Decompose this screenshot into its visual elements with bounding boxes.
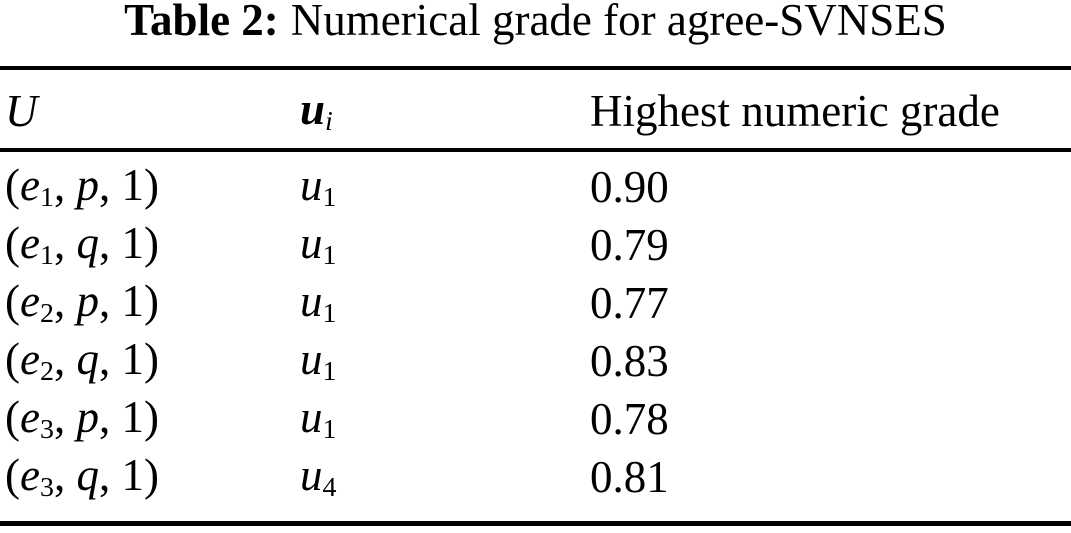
table-caption-text: Numerical grade for agree-SVNSES xyxy=(290,0,947,45)
table-top-rule xyxy=(0,66,1071,70)
table-caption: Table 2: Numerical grade for agree-SVNSES xyxy=(0,0,1071,48)
tuple-var: e xyxy=(20,160,40,211)
ui-subscript: 1 xyxy=(322,414,337,446)
tuple-var: e xyxy=(20,334,40,385)
ui-cell: u4 xyxy=(300,449,590,504)
tuple-attr: q xyxy=(76,334,99,385)
grade-value: 0.77 xyxy=(590,278,669,328)
tuple-tail: , 1) xyxy=(98,218,159,269)
table-bottom-rule xyxy=(0,521,1071,526)
header-cell-u: U xyxy=(0,85,300,137)
tuple-cell: (e1, q, 1) xyxy=(0,217,300,272)
ui-subscript: 1 xyxy=(322,356,337,388)
tuple-var: e xyxy=(20,218,40,269)
grade-cell: 0.77 xyxy=(590,277,1071,329)
ui-cell: u1 xyxy=(300,217,590,272)
ui-var: u xyxy=(300,160,323,211)
table-caption-label: Table 2: xyxy=(124,0,279,45)
tuple-tail: , 1) xyxy=(98,450,159,501)
header-grade-label: Highest numeric grade xyxy=(590,86,1000,136)
tuple-separator: , xyxy=(53,160,77,211)
table-body: (e1, p, 1) u1 0.90 (e1, q, 1) u1 0.79 (e… xyxy=(0,158,1071,506)
grade-cell: 0.81 xyxy=(590,451,1071,503)
table-row: (e2, q, 1) u1 0.83 xyxy=(0,332,1071,390)
ui-var: u xyxy=(300,450,323,501)
tuple-var: e xyxy=(20,392,40,443)
tuple-separator: , xyxy=(53,392,77,443)
header-cell-ui: ui xyxy=(300,83,590,138)
tuple-separator: , xyxy=(53,334,77,385)
tuple-var-subscript: 2 xyxy=(39,298,54,330)
tuple-attr: p xyxy=(76,160,99,211)
tuple-separator: , xyxy=(53,450,77,501)
table-header-row: U ui Highest numeric grade xyxy=(0,70,1071,148)
tuple-var: e xyxy=(20,276,40,327)
grade-cell: 0.83 xyxy=(590,335,1071,387)
header-cell-grade: Highest numeric grade xyxy=(590,85,1071,137)
tuple-tail: , 1) xyxy=(98,276,159,327)
table-header-rule xyxy=(0,148,1071,152)
ui-cell: u1 xyxy=(300,159,590,214)
tuple-tail: , 1) xyxy=(98,392,159,443)
ui-subscript: 1 xyxy=(322,298,337,330)
tuple-var-subscript: 1 xyxy=(39,240,54,272)
tuple-var: e xyxy=(20,450,40,501)
grade-cell: 0.79 xyxy=(590,219,1071,271)
tuple-cell: (e1, p, 1) xyxy=(0,159,300,214)
table-row: (e2, p, 1) u1 0.77 xyxy=(0,274,1071,332)
grade-cell: 0.90 xyxy=(590,161,1071,213)
table-row: (e1, p, 1) u1 0.90 xyxy=(0,158,1071,216)
tuple-open-paren: ( xyxy=(5,276,20,327)
tuple-tail: , 1) xyxy=(98,160,159,211)
ui-var: u xyxy=(300,276,323,327)
grade-value: 0.90 xyxy=(590,162,669,212)
tuple-open-paren: ( xyxy=(5,392,20,443)
tuple-var-subscript: 3 xyxy=(39,472,54,504)
table-row: (e1, q, 1) u1 0.79 xyxy=(0,216,1071,274)
tuple-attr: p xyxy=(76,392,99,443)
tuple-separator: , xyxy=(53,218,77,269)
tuple-open-paren: ( xyxy=(5,450,20,501)
table-row: (e3, q, 1) u4 0.81 xyxy=(0,448,1071,506)
ui-var: u xyxy=(300,334,323,385)
ui-cell: u1 xyxy=(300,333,590,388)
tuple-var-subscript: 2 xyxy=(39,356,54,388)
tuple-cell: (e2, q, 1) xyxy=(0,333,300,388)
table-row: (e3, p, 1) u1 0.78 xyxy=(0,390,1071,448)
ui-cell: u1 xyxy=(300,275,590,330)
ui-var: u xyxy=(300,392,323,443)
grade-value: 0.83 xyxy=(590,336,669,386)
tuple-open-paren: ( xyxy=(5,160,20,211)
grade-cell: 0.78 xyxy=(590,393,1071,445)
tuple-var-subscript: 1 xyxy=(39,182,54,214)
grade-value: 0.79 xyxy=(590,220,669,270)
tuple-separator: , xyxy=(53,276,77,327)
header-ui-subscript: i xyxy=(325,106,333,138)
tuple-attr: p xyxy=(76,276,99,327)
tuple-open-paren: ( xyxy=(5,218,20,269)
header-ui-var: u xyxy=(300,84,326,135)
ui-subscript: 4 xyxy=(322,472,337,504)
tuple-attr: q xyxy=(76,450,99,501)
grade-value: 0.81 xyxy=(590,452,669,502)
header-u-label: U xyxy=(5,86,38,136)
tuple-open-paren: ( xyxy=(5,334,20,385)
tuple-attr: q xyxy=(76,218,99,269)
tuple-cell: (e3, q, 1) xyxy=(0,449,300,504)
tuple-var-subscript: 3 xyxy=(39,414,54,446)
tuple-tail: , 1) xyxy=(98,334,159,385)
ui-subscript: 1 xyxy=(322,182,337,214)
tuple-cell: (e3, p, 1) xyxy=(0,391,300,446)
tuple-cell: (e2, p, 1) xyxy=(0,275,300,330)
ui-var: u xyxy=(300,218,323,269)
ui-cell: u1 xyxy=(300,391,590,446)
grade-value: 0.78 xyxy=(590,394,669,444)
ui-subscript: 1 xyxy=(322,240,337,272)
